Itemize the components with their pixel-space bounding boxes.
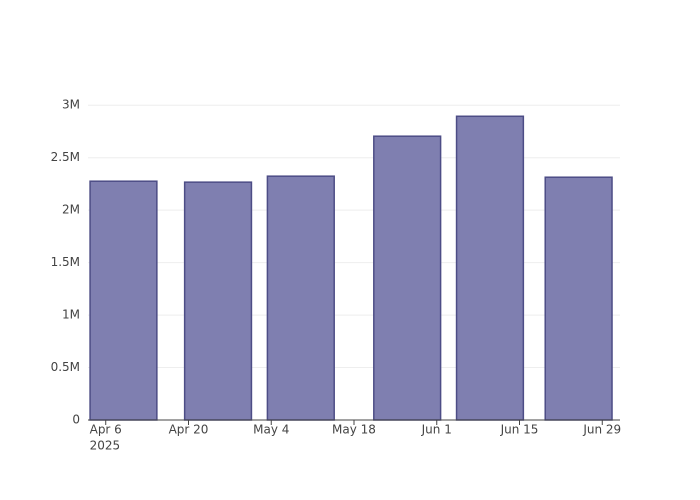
x-tick-label: May 18 xyxy=(332,423,376,437)
y-tick-label: 1.5M xyxy=(51,255,80,269)
bar xyxy=(373,135,442,421)
x-tick-label: Apr 6 xyxy=(90,423,122,437)
x-tick-label: Jun 1 xyxy=(421,423,452,437)
bar xyxy=(266,175,335,421)
x-tick-label: Apr 20 xyxy=(169,423,209,437)
y-tick-label: 2.5M xyxy=(51,150,80,164)
y-tick-label: 3M xyxy=(62,98,80,112)
x-year-label: 2025 xyxy=(90,439,121,453)
x-tick-label: Jun 15 xyxy=(500,423,539,437)
bar xyxy=(183,181,253,421)
y-tick-label: 1M xyxy=(62,308,80,322)
y-tick-label: 2M xyxy=(62,203,80,217)
x-tick-label: Jun 29 xyxy=(582,423,621,437)
bar xyxy=(89,180,158,421)
y-tick-label: 0.5M xyxy=(51,360,80,374)
bar xyxy=(544,176,613,421)
bar xyxy=(455,115,525,421)
x-tick-label: May 4 xyxy=(253,423,289,437)
y-tick-label: 0 xyxy=(72,413,80,427)
